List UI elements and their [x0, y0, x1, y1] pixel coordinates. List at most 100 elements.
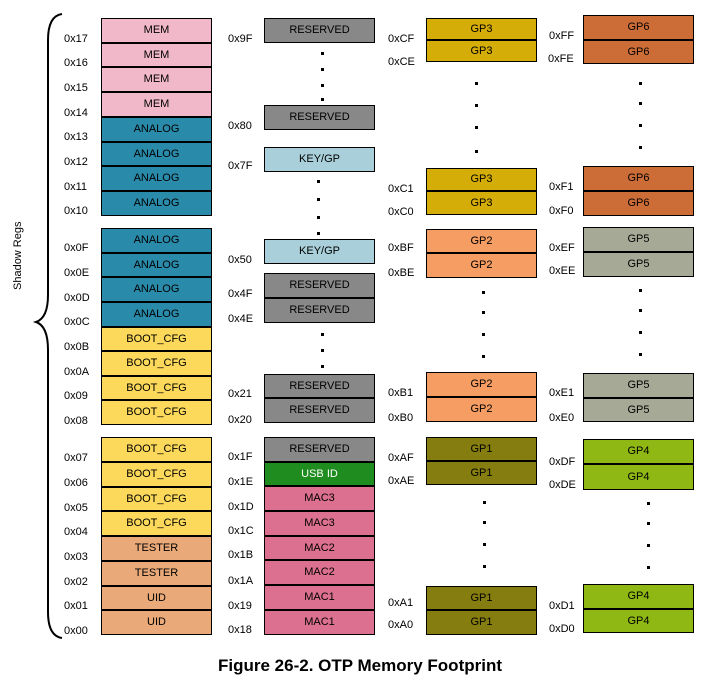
col2-address: 0x4E — [228, 313, 254, 325]
col1-cell-0x10: ANALOG — [101, 191, 212, 216]
col3-address: 0xA0 — [388, 619, 414, 631]
col3-address: 0xCE — [388, 56, 415, 68]
col1-address: 0x16 — [64, 57, 88, 69]
col1-cell-0x11: ANALOG — [101, 166, 212, 191]
col1-address: 0x0B — [64, 341, 90, 353]
col1-cell-0x01: UID — [101, 586, 212, 610]
col3-cell-0xB0: GP2 — [426, 397, 537, 422]
col4-address: 0xDF — [549, 456, 576, 468]
col1-address: 0x0E — [64, 267, 90, 279]
col1-address: 0x01 — [64, 600, 88, 612]
col4-address: 0xD1 — [549, 600, 575, 612]
col1-cell-0x07: BOOT_CFG — [101, 437, 212, 462]
col3-address: 0xB0 — [388, 412, 414, 424]
col2-cell-0x1F: RESERVED — [264, 437, 375, 462]
col1-address: 0x03 — [64, 551, 88, 563]
col1-cell-0x0C: ANALOG — [101, 302, 212, 327]
col1-address: 0x12 — [64, 156, 88, 168]
col1-address: 0x10 — [64, 205, 88, 217]
col1-address: 0x05 — [64, 502, 88, 514]
col3-cell-0xC1: GP3 — [426, 168, 537, 191]
col1-cell-0x0F: ANALOG — [101, 228, 212, 253]
col2-address: 0x7F — [228, 160, 253, 172]
col2-cell-0x18: MAC1 — [264, 610, 375, 635]
col4-address: 0xFF — [549, 30, 575, 42]
col1-address: 0x0D — [64, 292, 90, 304]
col1-cell-0x09: BOOT_CFG — [101, 376, 212, 400]
col2-cell-0x1B: MAC2 — [264, 536, 375, 560]
col2-cell-0x4E: RESERVED — [264, 298, 375, 323]
col1-cell-0x02: TESTER — [101, 561, 212, 586]
col2-ellipsis-top — [321, 48, 325, 104]
col4-address: 0xF1 — [549, 181, 574, 193]
col3-address: 0xA1 — [388, 597, 414, 609]
col2-address: 0x1C — [228, 525, 254, 537]
col1-address: 0x07 — [64, 452, 88, 464]
col4-cell-0xD0: GP4 — [583, 609, 694, 633]
col2-address: 0x1A — [228, 575, 254, 587]
col4-cell-0xE1: GP5 — [583, 373, 694, 398]
col2-address: 0x9F — [228, 33, 253, 45]
col2-address: 0x1D — [228, 501, 254, 513]
col2-cell-0x1A: MAC2 — [264, 560, 375, 585]
col1-cell-0x13: ANALOG — [101, 117, 212, 142]
col4-address: 0xE0 — [549, 412, 575, 424]
col2-address: 0x1F — [228, 451, 253, 463]
col2-cell-0x4F: RESERVED — [264, 273, 375, 298]
col4-ellipsis-low — [647, 498, 651, 580]
col1-cell-0x14: MEM — [101, 92, 212, 117]
col4-cell-0xD1: GP4 — [583, 584, 694, 609]
col3-address: 0xC0 — [388, 206, 414, 218]
col4-cell-0xDE: GP4 — [583, 464, 694, 490]
col1-address: 0x0C — [64, 316, 90, 328]
col2-address: 0x21 — [228, 388, 252, 400]
col4-cell-0xDF: GP4 — [583, 439, 694, 464]
col4-cell-0xEE: GP5 — [583, 252, 694, 277]
col1-cell-0x08: BOOT_CFG — [101, 400, 212, 425]
col4-cell-0xFE: GP6 — [583, 40, 694, 64]
col1-cell-0x12: ANALOG — [101, 142, 212, 166]
col2-address: 0x4F — [228, 288, 253, 300]
col2-cell-0x7F: KEY/GP — [264, 147, 375, 172]
col1-cell-0x0E: ANALOG — [101, 253, 212, 277]
col3-cell-0xBF: GP2 — [426, 229, 537, 253]
col4-cell-0xEF: GP5 — [583, 227, 694, 252]
col1-cell-0x15: MEM — [101, 67, 212, 92]
col4-address: 0xE1 — [549, 387, 575, 399]
col3-cell-0xC0: GP3 — [426, 191, 537, 215]
col1-address: 0x14 — [64, 107, 88, 119]
col3-cell-0xAF: GP1 — [426, 437, 537, 461]
col2-address: 0x80 — [228, 120, 252, 132]
col3-cell-0xBE: GP2 — [426, 253, 537, 278]
col3-cell-0xCF: GP3 — [426, 18, 537, 40]
col2-address: 0x19 — [228, 600, 252, 612]
col4-ellipsis-top — [639, 80, 643, 160]
col4-cell-0xE0: GP5 — [583, 398, 694, 422]
col2-cell-0x80: RESERVED — [264, 105, 375, 130]
col2-cell-0x50: KEY/GP — [264, 239, 375, 264]
col2-address: 0x50 — [228, 254, 252, 266]
col3-ellipsis-low — [483, 497, 487, 579]
col3-cell-0xA0: GP1 — [426, 610, 537, 635]
col1-address: 0x04 — [64, 526, 88, 538]
col1-address: 0x06 — [64, 477, 88, 489]
col4-ellipsis-mid — [639, 285, 643, 365]
col2-ellipsis-low — [321, 327, 325, 371]
col3-cell-0xCE: GP3 — [426, 40, 537, 62]
col1-cell-0x0A: BOOT_CFG — [101, 351, 212, 376]
col3-address: 0xBE — [388, 267, 415, 279]
col2-address: 0x20 — [228, 414, 252, 426]
col1-address: 0x17 — [64, 33, 88, 45]
col4-cell-0xF1: GP6 — [583, 166, 694, 191]
col4-address: 0xF0 — [549, 205, 574, 217]
col1-address: 0x13 — [64, 131, 88, 143]
col1-cell-0x00: UID — [101, 610, 212, 635]
col1-address: 0x0A — [64, 366, 90, 378]
col3-address: 0xBF — [388, 242, 414, 254]
col4-address: 0xEF — [549, 242, 575, 254]
col2-cell-0x19: MAC1 — [264, 585, 375, 610]
col1-address: 0x09 — [64, 390, 88, 402]
col1-address: 0x0F — [64, 242, 89, 254]
col1-cell-0x05: BOOT_CFG — [101, 487, 212, 511]
col3-cell-0xAE: GP1 — [426, 461, 537, 485]
